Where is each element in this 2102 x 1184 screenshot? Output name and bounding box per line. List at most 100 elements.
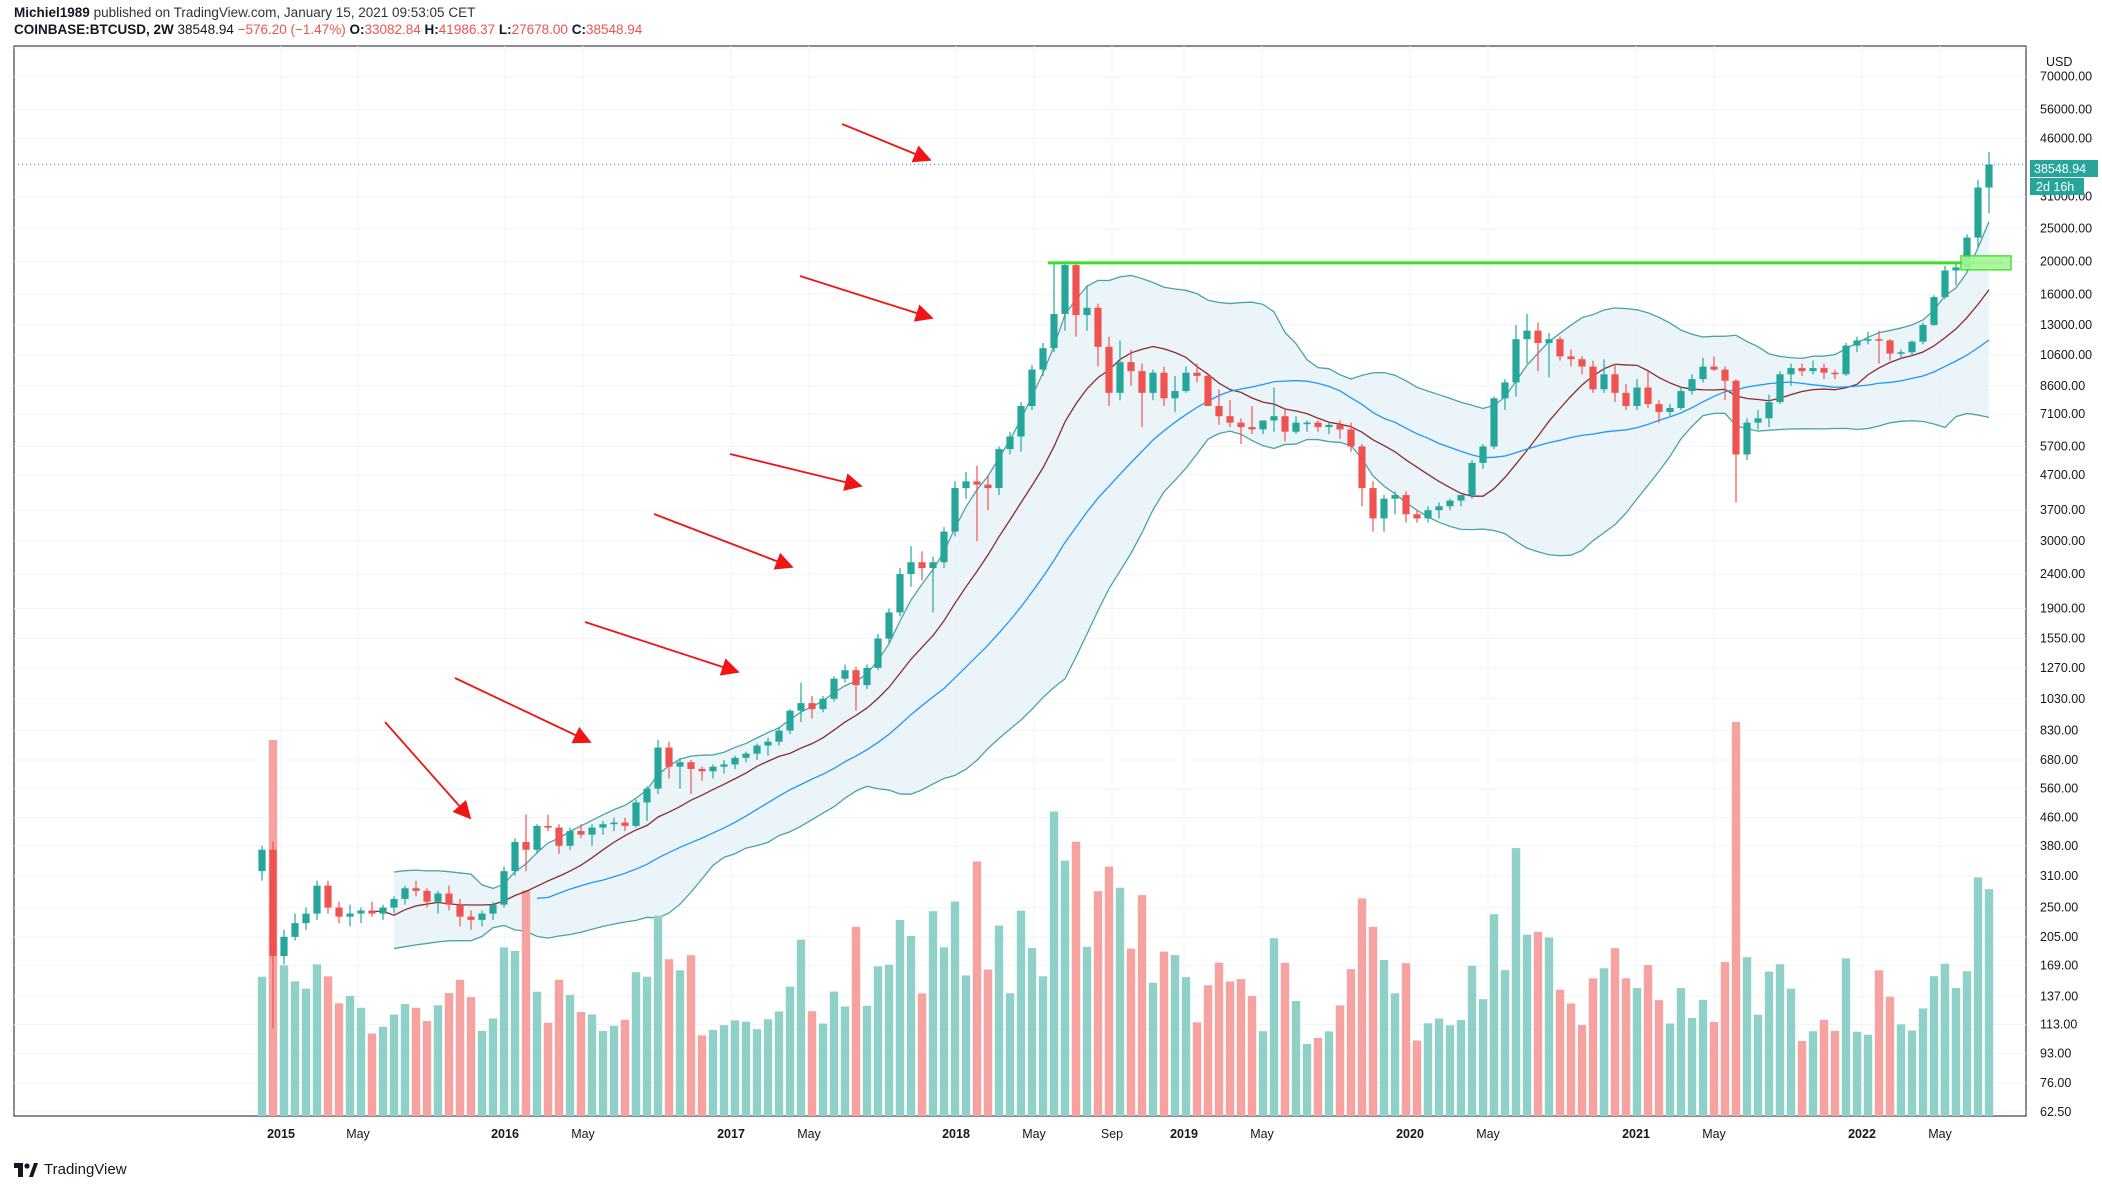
symbol[interactable]: COINBASE:BTCUSD, 2W: [14, 22, 174, 37]
candle-body: [1644, 387, 1652, 405]
candle-body: [577, 831, 585, 835]
candle-body: [1380, 498, 1388, 519]
annotation-arrow: [653, 513, 794, 570]
volume-bar: [1247, 996, 1257, 1116]
candle-body: [1699, 366, 1707, 380]
volume-bar: [1060, 860, 1070, 1116]
svg-text:38548.94: 38548.94: [2034, 162, 2086, 176]
candle-body: [1545, 339, 1553, 343]
candle-body: [478, 913, 486, 920]
volume-bar: [1973, 877, 1983, 1116]
candle-body: [1479, 446, 1487, 463]
volume-bar: [1203, 985, 1213, 1116]
brand-name[interactable]: TradingView: [44, 1161, 127, 1178]
candle-body: [1281, 416, 1289, 432]
volume-bar: [785, 986, 795, 1116]
volume-bar: [1764, 971, 1774, 1116]
candle-body: [863, 667, 871, 686]
price-tick-label: 46000.00: [2040, 132, 2092, 146]
author[interactable]: Michiel1989: [14, 5, 90, 20]
candle-body: [1149, 372, 1157, 393]
volume-bar: [851, 926, 861, 1116]
volume-bar: [917, 993, 927, 1116]
candle-body: [1171, 391, 1179, 399]
volume-bar: [1258, 1031, 1268, 1116]
volume-bar: [1907, 1030, 1917, 1116]
candle-body: [841, 670, 849, 679]
svg-text:2d 16h: 2d 16h: [2036, 180, 2074, 194]
chart-header: Michiel1989 published on TradingView.com…: [14, 4, 642, 38]
volume-bar: [1445, 1025, 1455, 1116]
candle-body: [896, 574, 904, 613]
volume-bar: [1423, 1023, 1433, 1116]
volume-bar: [477, 1030, 487, 1116]
candle-body: [665, 747, 673, 767]
candle-body: [995, 449, 1003, 489]
candle-body: [1897, 352, 1905, 354]
candle-body: [1017, 406, 1025, 437]
volume-bar: [1291, 1001, 1301, 1116]
candle-body: [1622, 392, 1630, 407]
high-value: 41986.37: [438, 22, 496, 37]
candle-body: [1941, 270, 1949, 298]
volume-bar: [510, 950, 520, 1116]
candle-body: [1094, 307, 1102, 347]
volume-bar: [763, 1019, 773, 1116]
price-tick-label: 250.00: [2040, 901, 2078, 915]
annotation-arrow: [584, 621, 740, 676]
volume-bar: [1687, 1017, 1697, 1116]
volume-bar: [796, 939, 806, 1116]
volume-bar: [422, 1020, 432, 1116]
volume-bar: [532, 991, 542, 1116]
volume-bar: [741, 1021, 751, 1116]
volume-bar: [1181, 977, 1191, 1116]
volume-bar: [807, 1011, 817, 1116]
volume-bar: [1346, 969, 1356, 1116]
candle-body: [1006, 436, 1014, 450]
candle-body: [1072, 265, 1080, 316]
candle-body: [1468, 462, 1476, 496]
candle-body: [1886, 340, 1894, 354]
price-tick-label: 8600.00: [2040, 379, 2085, 393]
volume-bar: [675, 970, 685, 1116]
ma-fast-line: [371, 289, 1990, 917]
volume-bar: [378, 1026, 388, 1116]
volume-bar: [884, 964, 894, 1116]
candle-body: [456, 904, 464, 917]
candle-body: [324, 885, 332, 908]
time-tick-label: 2021: [1622, 1127, 1650, 1141]
support-box: [1960, 255, 2012, 271]
candle-body: [1248, 427, 1256, 430]
volume-bar: [1720, 962, 1730, 1116]
volume-bar: [1159, 951, 1169, 1116]
volume-bar: [1841, 958, 1851, 1116]
volume-bar: [1379, 959, 1389, 1116]
candle-body: [1600, 374, 1608, 390]
volume-bar: [312, 964, 322, 1116]
candle-body: [368, 910, 376, 914]
volume-bar: [1324, 1031, 1334, 1116]
volume-bar: [752, 1029, 762, 1116]
candle-body: [874, 638, 882, 668]
volume-bar: [1940, 963, 1950, 1116]
candle-body: [1325, 424, 1333, 428]
price-tick-label: 113.00: [2040, 1018, 2077, 1032]
candle-body: [357, 910, 365, 914]
candle-body: [1435, 506, 1443, 511]
volume-bar: [774, 1011, 784, 1116]
candle-body: [379, 907, 387, 914]
band-fill: [394, 221, 1989, 949]
price-tick-label: 169.00: [2040, 958, 2078, 972]
close-value: 38548.94: [585, 22, 643, 37]
candle-body: [1391, 495, 1399, 499]
volume-bar: [301, 988, 311, 1116]
candle-body: [522, 841, 530, 850]
publish-line: Michiel1989 published on TradingView.com…: [14, 4, 642, 21]
time-tick-label: May: [1702, 1127, 1726, 1141]
candle-body: [1402, 495, 1410, 515]
candle-body: [1413, 514, 1421, 519]
volume-bar: [664, 959, 674, 1116]
price-axis: 70000.0056000.0046000.0031000.0025000.00…: [2040, 70, 2092, 1119]
volume-bar: [1269, 938, 1279, 1116]
